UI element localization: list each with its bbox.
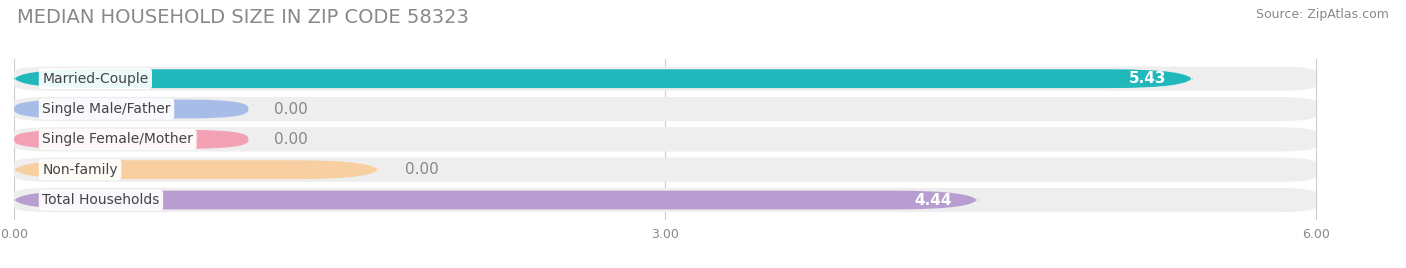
Text: Single Female/Mother: Single Female/Mother [42, 132, 193, 146]
FancyBboxPatch shape [14, 191, 977, 210]
Text: Single Male/Father: Single Male/Father [42, 102, 170, 116]
Text: Source: ZipAtlas.com: Source: ZipAtlas.com [1256, 8, 1389, 21]
FancyBboxPatch shape [14, 160, 378, 179]
Text: Married-Couple: Married-Couple [42, 72, 149, 86]
FancyBboxPatch shape [14, 127, 1316, 151]
Text: Total Households: Total Households [42, 193, 160, 207]
Text: Non-family: Non-family [42, 163, 118, 177]
Text: 4.44: 4.44 [914, 192, 952, 207]
Text: 0.00: 0.00 [274, 102, 308, 117]
FancyBboxPatch shape [14, 97, 1316, 121]
FancyBboxPatch shape [14, 158, 1316, 182]
FancyBboxPatch shape [14, 130, 249, 149]
Text: 5.43: 5.43 [1129, 71, 1166, 86]
FancyBboxPatch shape [14, 69, 1192, 88]
Text: 0.00: 0.00 [274, 132, 308, 147]
FancyBboxPatch shape [14, 188, 1316, 212]
Text: 0.00: 0.00 [405, 162, 439, 177]
FancyBboxPatch shape [14, 100, 249, 118]
FancyBboxPatch shape [14, 66, 1316, 91]
Text: MEDIAN HOUSEHOLD SIZE IN ZIP CODE 58323: MEDIAN HOUSEHOLD SIZE IN ZIP CODE 58323 [17, 8, 468, 27]
